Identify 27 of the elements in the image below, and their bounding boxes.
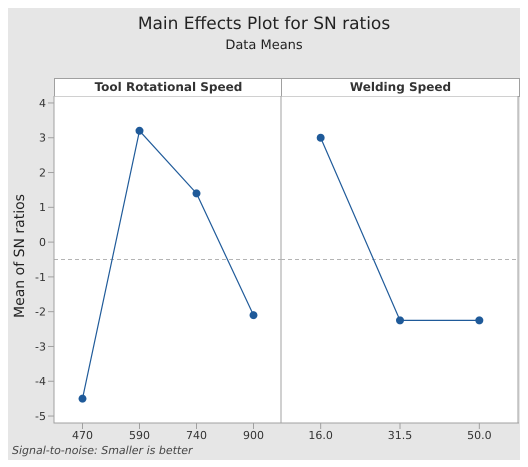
y-tick-label: -1	[35, 270, 46, 284]
chart-subtitle: Data Means	[224, 38, 304, 53]
x-tick-label: 50.0	[467, 428, 492, 442]
y-tick-label: -4	[35, 375, 46, 388]
y-tick-label: -5	[35, 410, 46, 423]
x-tick-label: 31.5	[388, 428, 412, 442]
y-tick-label: 1	[39, 201, 46, 214]
y-tick-label: 4	[39, 96, 46, 110]
chart-title: Main Effects Plot for SN ratios	[136, 14, 392, 34]
x-tick-label: 590	[129, 428, 150, 442]
x-tick-label: 470	[72, 428, 93, 442]
x-axis-title: Welding Speed	[281, 78, 520, 97]
y-tick-label: -2	[35, 306, 46, 319]
y-tick-label: 0	[39, 236, 46, 250]
point	[78, 394, 86, 403]
x-tick-label: 740	[186, 428, 207, 442]
point	[250, 311, 258, 320]
x-tick-label: 16.0	[308, 428, 333, 442]
text: Signal-to-noise: Smaller is better	[12, 444, 193, 457]
y-tick-label: 3	[39, 132, 46, 145]
x-tick-label: 900	[243, 428, 264, 442]
x-axis-title: Tool Rotational Speed	[54, 78, 283, 97]
point	[192, 189, 200, 198]
y-tick-label: -3	[35, 340, 46, 354]
y-tick-label: 2	[39, 166, 46, 180]
point	[136, 126, 144, 135]
y-axis-title: Mean of SN ratios	[12, 193, 28, 320]
